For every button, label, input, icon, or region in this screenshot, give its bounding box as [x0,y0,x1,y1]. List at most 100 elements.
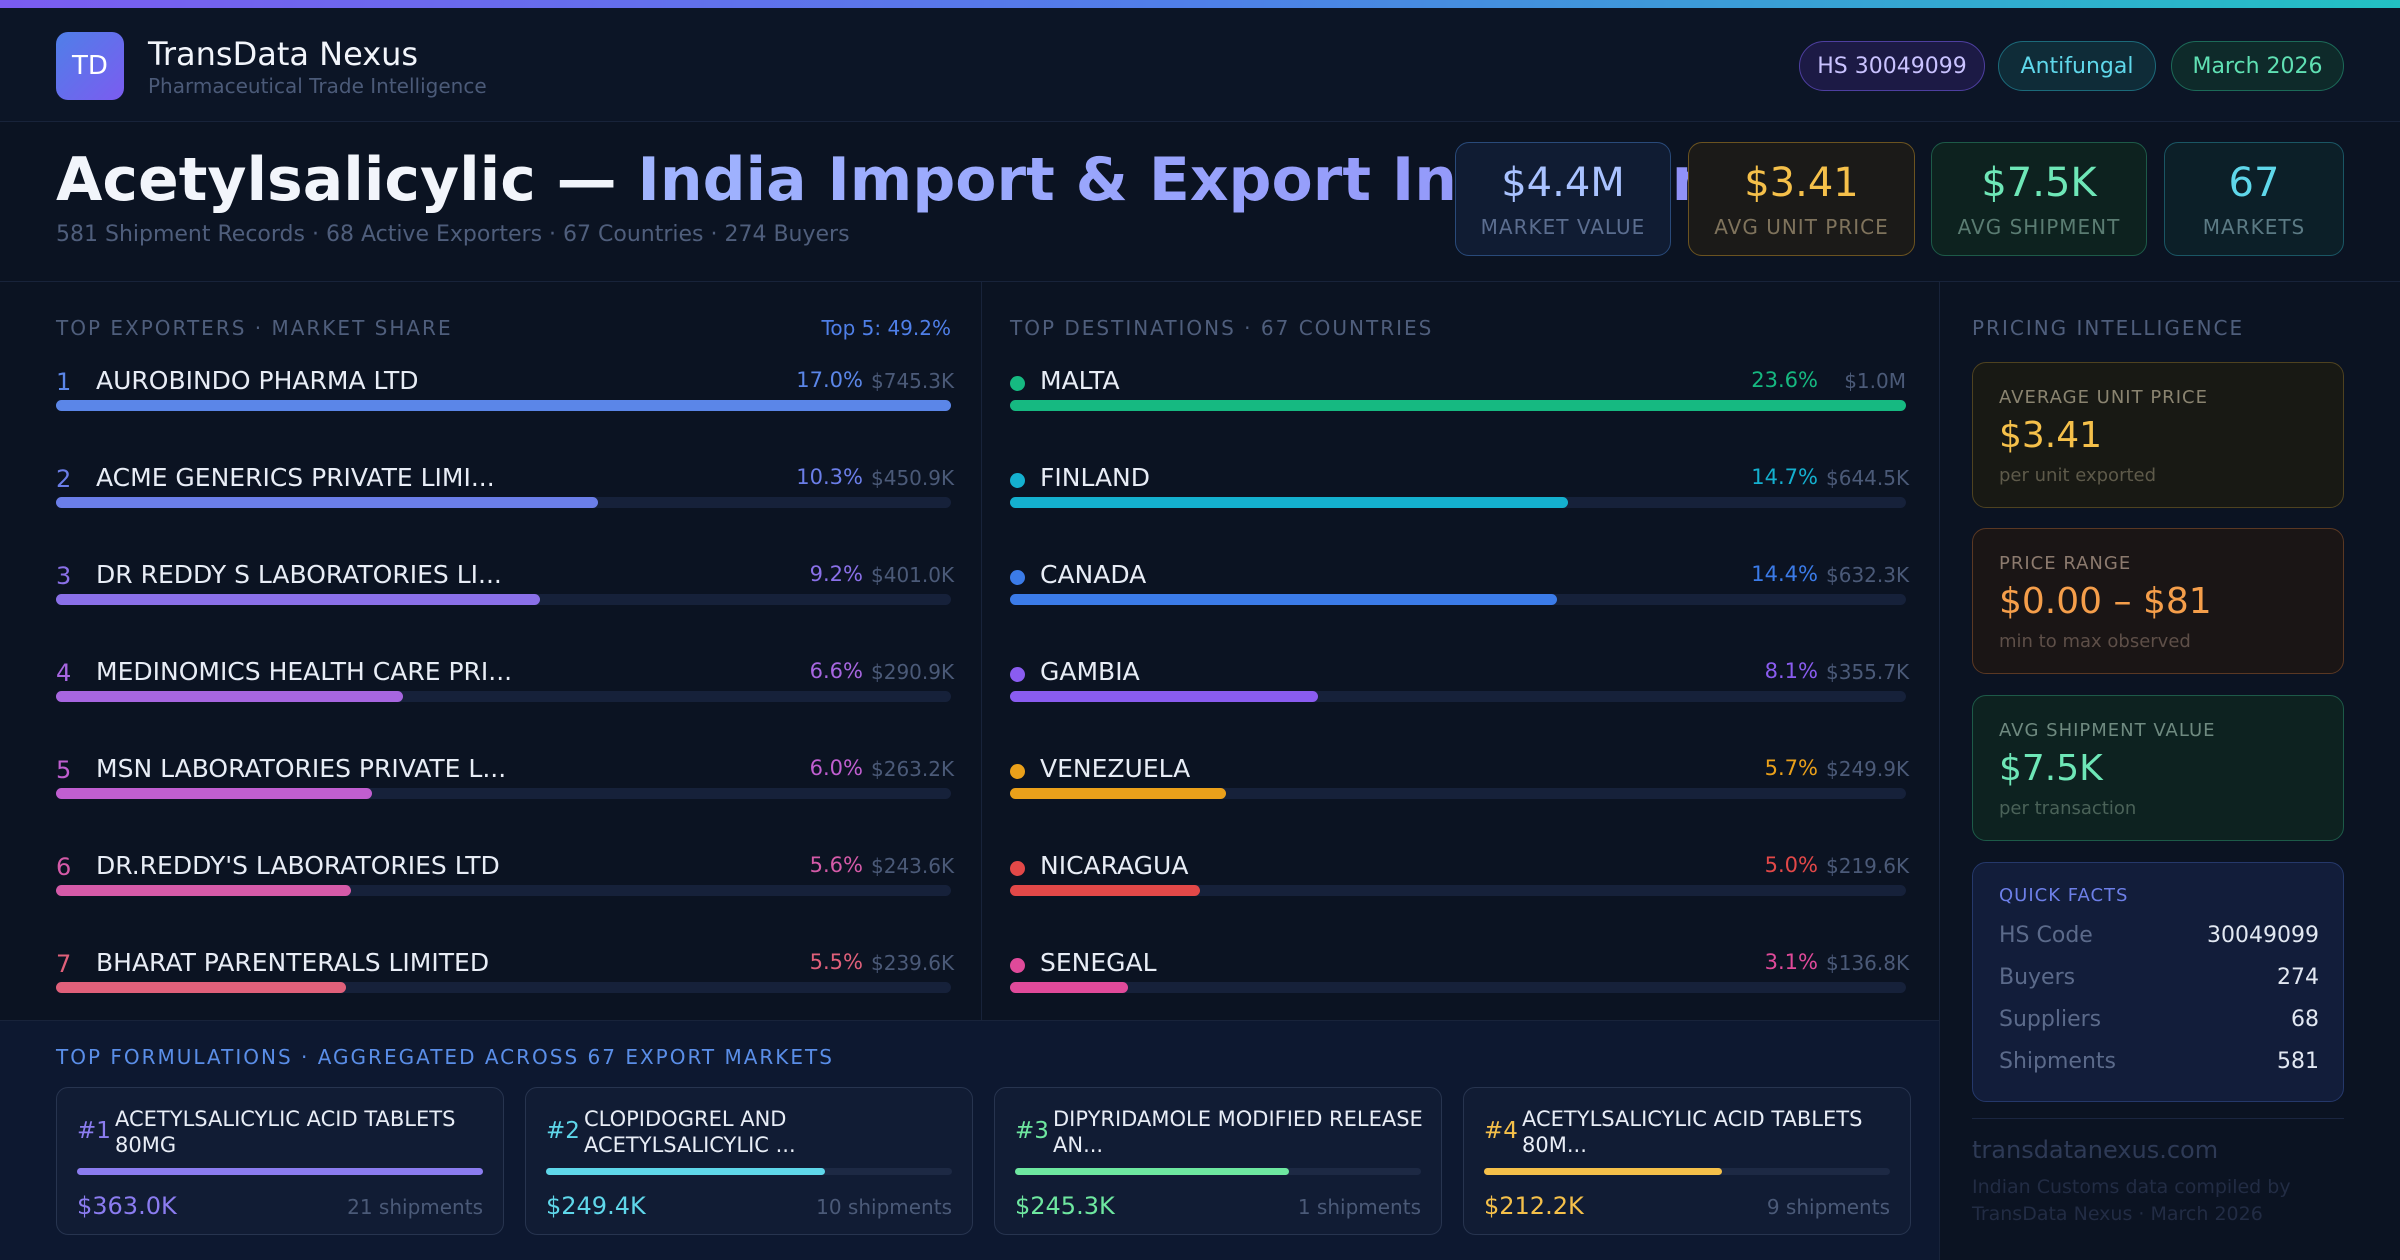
exporter-row[interactable]: 1 AUROBINDO PHARMA LTD 17.0% $745.3K [56,366,955,426]
top5-share: Top 5: 49.2% [821,316,951,340]
country-dot-icon [1010,376,1025,391]
destination-amount: $219.6K [1826,854,1910,878]
exporter-rank: 1 [56,368,72,396]
card-label: AVERAGE UNIT PRICE [1999,387,2208,408]
exporter-share-pct: 17.0% [796,368,863,392]
exporter-row[interactable]: 7 BHARAT PARENTERALS LIMITED 5.5% $239.6K [56,948,954,1008]
formulation-shipments: 1 shipments [1297,1195,1421,1219]
formulation-rank: #2 [546,1118,580,1144]
destination-country: MALTA [1040,366,1120,395]
destination-share-pct: 5.7% [1764,756,1818,780]
exporter-amount: $401.0K [871,563,955,587]
card-subtext: per transaction [1999,798,2137,819]
price-range-card: PRICE RANGE $0.00 – $81 min to max obser… [1972,528,2344,674]
share-bar-track [56,982,951,993]
exporter-row[interactable]: 4 MEDINOMICS HEALTH CARE PRI... 6.6% $290.9… [56,657,954,717]
column-divider [1939,282,1940,1260]
formulation-bar-track [546,1168,952,1175]
share-bar-fill [56,691,404,702]
column-divider [981,282,982,1020]
top-accent-bar [0,0,2400,8]
exporter-share-pct: 10.3% [796,465,863,489]
brand-logo[interactable]: TD [56,32,124,100]
formulation-bar-fill [77,1168,483,1175]
fact-row: Shipments 581 [1999,1049,2319,1079]
exporter-row[interactable]: 6 DR.REDDY'S LABORATORIES LTD 5.6% $243.6K [56,851,954,911]
formulations-section: TOP FORMULATIONS · AGGREGATED ACROSS 67 … [0,1020,1939,1260]
share-bar-fill [56,400,951,411]
exporter-name: ACME GENERICS PRIVATE LIMI... [96,463,495,492]
hero-section: Acetylsalicylic — India Import & Export … [0,122,2400,282]
exporter-share-pct: 9.2% [809,562,863,586]
formulation-value: $363.0K [77,1192,177,1220]
formulation-bar-track [77,1168,483,1175]
formulation-value: $212.2K [1484,1192,1584,1220]
exporter-amount: $450.9K [871,466,955,490]
hs-code-pill[interactable]: HS 30049099 [1799,41,1985,91]
destination-row[interactable]: SENEGAL 3.1% $136.8K [1010,948,1909,1008]
share-bar-track [56,497,951,508]
formulation-card[interactable]: #1 ACETYLSALICYLIC ACID TABLETS 80MG $363.… [56,1087,504,1235]
card-value: $0.00 – $81 [1999,581,2212,622]
destination-row[interactable]: MALTA 23.6% $1.0M [1010,366,1906,426]
exporter-name: MEDINOMICS HEALTH CARE PRI... [96,657,513,686]
formulation-bar-fill [1015,1168,1290,1175]
fact-row: HS Code 30049099 [1999,923,2319,953]
destination-country: VENEZUELA [1040,754,1191,783]
exporter-row[interactable]: 3 DR REDDY S LABORATORIES LI... 9.2% $401.0… [56,560,955,620]
kpi-label: MARKETS [2202,215,2306,239]
share-bar-fill [1010,691,1318,702]
destination-row[interactable]: CANADA 14.4% $632.3K [1010,560,1909,620]
country-dot-icon [1010,958,1025,973]
share-bar-track [1010,400,1906,411]
formulations-section-title: TOP FORMULATIONS · AGGREGATED ACROSS 67 … [56,1045,834,1069]
exporter-share-pct: 6.0% [809,756,863,780]
category-pill[interactable]: Antifungal [1998,41,2156,91]
destination-amount: $249.9K [1826,757,1910,781]
formulation-value: $245.3K [1015,1192,1115,1220]
fact-key: Suppliers [1999,1007,2102,1032]
share-bar-track [1010,788,1906,799]
kpi-value: 67 [2228,160,2280,206]
formulation-shipments: 21 shipments [347,1195,483,1219]
fact-row: Suppliers 68 [1999,1007,2319,1037]
formulation-shipments: 9 shipments [1766,1195,1890,1219]
share-bar-fill [1010,497,1569,508]
share-bar-track [56,400,951,411]
share-bar-track [56,885,951,896]
formulation-shipments: 10 shipments [816,1195,952,1219]
destination-row[interactable]: NICARAGUA 5.0% $219.6K [1010,851,1910,911]
exporter-name: AUROBINDO PHARMA LTD [96,366,419,395]
exporter-amount: $745.3K [871,369,955,393]
share-bar-fill [1010,400,1906,411]
formulation-bar-fill [546,1168,825,1175]
destination-row[interactable]: VENEZUELA 5.7% $249.9K [1010,754,1910,814]
formulation-card[interactable]: #3 DIPYRIDAMOLE MODIFIED RELEASE AN... $24… [994,1087,1442,1235]
destination-amount: $644.5K [1826,466,1910,490]
destination-share-pct: 3.1% [1764,950,1818,974]
kpi-markets: 67 MARKETS [2164,142,2344,256]
share-bar-fill [1010,885,1200,896]
formulation-card[interactable]: #2 CLOPIDOGREL AND ACETYLSALICYLIC ... $24… [525,1087,973,1235]
share-bar-track [1010,497,1906,508]
formulation-value: $249.4K [546,1192,646,1220]
share-bar-track [1010,885,1906,896]
formulation-card[interactable]: #4 ACETYLSALICYLIC ACID TABLETS 80M... $21… [1463,1087,1911,1235]
destination-share-pct: 8.1% [1764,659,1818,683]
exporter-row[interactable]: 2 ACME GENERICS PRIVATE LIMI... 10.3% $450.… [56,463,955,523]
card-label: PRICE RANGE [1999,553,2132,574]
exporter-name: MSN LABORATORIES PRIVATE L... [96,754,507,783]
kpi-value: $7.5K [1981,160,2097,206]
formulation-rank: #4 [1484,1118,1518,1144]
footer-website[interactable]: transdatanexus.com [1972,1136,2219,1164]
exporters-section-title: TOP EXPORTERS · MARKET SHARE [56,316,453,340]
destination-row[interactable]: GAMBIA 8.1% $355.7K [1010,657,1909,717]
date-pill[interactable]: March 2026 [2171,41,2344,91]
destination-row[interactable]: FINLAND 14.7% $644.5K [1010,463,1910,523]
exporter-rank: 2 [56,465,72,493]
kpi-value: $3.41 [1744,160,1859,206]
exporter-share-pct: 5.6% [809,853,863,877]
brand-name[interactable]: TransData Nexus [148,35,419,73]
formulation-name: DIPYRIDAMOLE MODIFIED RELEASE AN... [1053,1107,1423,1157]
exporter-row[interactable]: 5 MSN LABORATORIES PRIVATE L... 6.0% $263.2… [56,754,954,814]
